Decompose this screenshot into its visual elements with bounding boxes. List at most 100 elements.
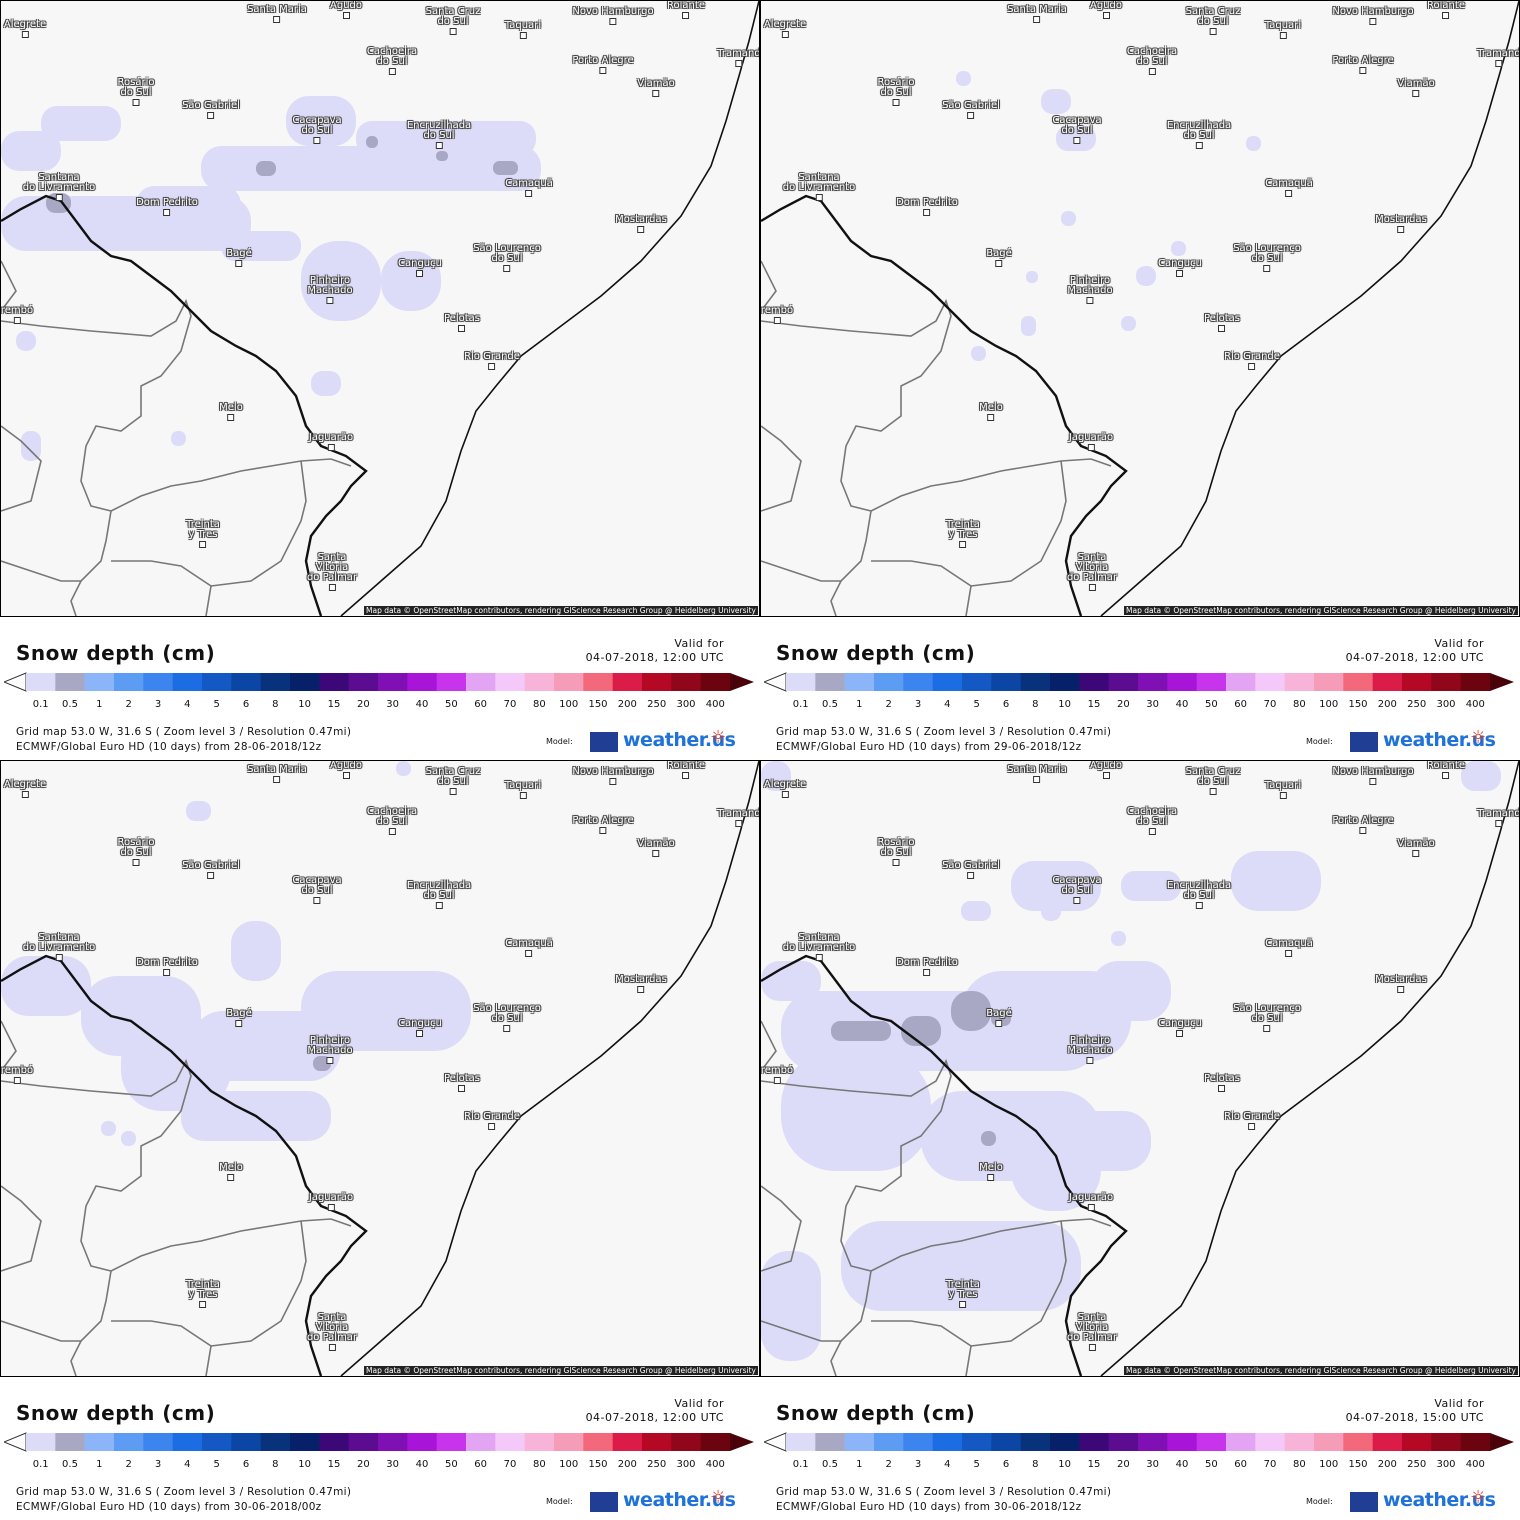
scale-swatch: [700, 1433, 731, 1451]
city-name: Viamão: [637, 78, 675, 89]
city-label: Rosário do Sul: [878, 78, 914, 106]
map-canvas: [1, 761, 759, 1376]
city-name: Santana: [798, 932, 840, 943]
scale-tick-label: 2: [125, 1459, 132, 1470]
city-name: Agudo: [1090, 760, 1122, 771]
map-area[interactable]: Alegrete Santa Maria Agudo Santa Cruz do Sul…: [760, 0, 1520, 617]
city-label: Cachoeira do Sul: [367, 47, 417, 75]
scale-swatch: [202, 673, 232, 691]
map-area[interactable]: Alegrete Santa Maria Agudo Santa Cruz do Sul…: [0, 0, 760, 617]
city-label: Taquari: [505, 21, 541, 39]
scale-swatch: [1108, 673, 1139, 691]
city-name: do Sul: [437, 16, 469, 27]
city-marker: [1195, 142, 1203, 149]
city-label: Tramand: [1477, 49, 1519, 67]
city-name: Treinta: [186, 1279, 220, 1290]
city-label: Santa Cruz do Sul: [426, 767, 480, 795]
scale-tick-label: 50: [1204, 1459, 1218, 1470]
weather-us-logo[interactable]: weather.us ☼: [590, 727, 740, 755]
snow-area-0-1cm: [121, 1131, 136, 1146]
scale-swatch: [1431, 673, 1462, 691]
national-border: [761, 194, 1128, 616]
department-border: [110, 458, 352, 512]
city-label: Jaguarão: [1069, 1193, 1113, 1211]
city-label: Novo Hamburgo: [572, 7, 654, 25]
city-label: Cacapava do Sul: [1052, 116, 1102, 144]
city-marker: [1087, 1204, 1095, 1211]
city-marker: [1102, 12, 1110, 19]
scale-tick-label: 0.5: [822, 1459, 838, 1470]
city-name: Machado: [307, 285, 353, 296]
city-marker: [342, 12, 350, 19]
city-marker: [959, 541, 967, 548]
scale-swatch: [1050, 1433, 1080, 1451]
scale-tick-label: 150: [1348, 1459, 1368, 1470]
snow-area-0-1cm: [1061, 1111, 1151, 1171]
snow-area-0-5cm: [831, 1021, 891, 1041]
city-name: rembó: [760, 305, 794, 316]
city-name: Canguçu: [398, 258, 442, 269]
city-label: Mostardas: [1375, 215, 1427, 233]
city-label: Viamão: [1397, 839, 1435, 857]
snow-area-0-1cm: [171, 431, 186, 446]
city-name: São Gabriel: [942, 100, 1000, 111]
scale-tick-label: 4: [944, 1459, 951, 1470]
snow-area-0-1cm: [841, 1221, 1081, 1311]
city-name: do Sul: [1061, 125, 1093, 136]
scale-swatch: [172, 673, 203, 691]
city-name: rembó: [0, 305, 34, 316]
city-name: Melo: [979, 1162, 1003, 1173]
snow-area-0-1cm: [231, 921, 281, 981]
city-marker: [388, 828, 396, 835]
city-name: Treinta: [186, 519, 220, 530]
scale-tick-label: 100: [559, 1459, 579, 1470]
snow-area-0-1cm: [1121, 871, 1181, 901]
city-marker: [1073, 137, 1081, 144]
department-border: [1, 260, 17, 312]
city-name: Porto Alegre: [572, 815, 634, 826]
city-label: Tramand: [717, 809, 759, 827]
city-label: Treinta y Tres: [186, 1280, 220, 1308]
map-area[interactable]: Alegrete Santa Maria Agudo Santa Cruz do Sul…: [760, 760, 1520, 1377]
valid-time: Valid for 04-07-2018, 15:00 UTC: [1345, 1397, 1484, 1424]
city-label: Pinheiro Machado: [1067, 1036, 1113, 1064]
scale-swatch: [1284, 673, 1315, 691]
city-name: do Sul: [120, 847, 152, 858]
brand-name: weather.us: [623, 729, 736, 751]
scale-swatch: [1314, 1433, 1344, 1451]
city-name: do Sul: [1251, 253, 1283, 264]
department-border: [830, 510, 872, 616]
model-run: ECMWF/Global Euro HD (10 days) from 28-0…: [16, 741, 322, 753]
city-marker: [503, 1025, 511, 1032]
city-label: Camaquã: [1265, 179, 1313, 197]
department-border: [210, 460, 307, 587]
department-border: [970, 460, 1067, 587]
city-name: Jaguarão: [1068, 432, 1114, 443]
snow-area-0-1cm: [101, 1121, 116, 1136]
city-marker: [652, 90, 660, 97]
city-marker: [163, 209, 171, 216]
scale-tick-label: 70: [503, 699, 517, 710]
weather-us-logo[interactable]: weather.us ☼: [1350, 727, 1500, 755]
city-marker: [967, 112, 975, 119]
city-marker: [313, 137, 321, 144]
city-label: Cacapava do Sul: [292, 116, 342, 144]
city-label: Alegrete: [764, 780, 806, 798]
map-area[interactable]: Alegrete Santa Maria Agudo Santa Cruz do Sul…: [0, 760, 760, 1377]
department-border: [70, 1270, 112, 1376]
scale-tick-label: 200: [1377, 699, 1397, 710]
city-label: São Lourenço do Sul: [473, 244, 541, 272]
weather-us-logo[interactable]: weather.us ☼: [590, 1487, 740, 1515]
city-name: Santa Maria: [247, 764, 307, 775]
city-name: Santa: [1077, 552, 1107, 563]
weather-us-logo[interactable]: weather.us ☼: [1350, 1487, 1500, 1515]
scale-swatch: [612, 673, 643, 691]
department-border: [761, 1185, 802, 1272]
city-name: Pelotas: [1204, 313, 1240, 324]
city-label: Santa Vitória do Palmar: [1067, 1313, 1117, 1351]
snow-area-0-1cm: [971, 346, 986, 361]
department-border: [761, 260, 777, 312]
city-marker: [1397, 986, 1405, 993]
city-marker: [458, 1085, 466, 1092]
scale-swatch: [700, 673, 731, 691]
